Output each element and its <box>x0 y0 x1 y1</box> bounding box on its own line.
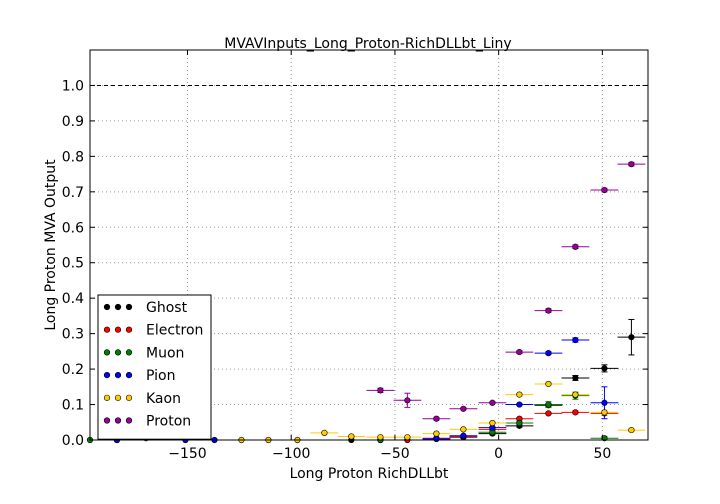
data-point <box>348 433 355 440</box>
x-tick-label: 50 <box>593 446 611 462</box>
legend-marker <box>125 417 133 424</box>
data-point <box>572 336 579 344</box>
legend-entry-kaon: Kaon <box>103 391 181 407</box>
x-tick-label: −150 <box>168 446 206 462</box>
legend-marker <box>125 372 133 379</box>
data-point <box>572 243 579 250</box>
legend-marker <box>114 303 122 311</box>
legend-marker <box>103 303 111 311</box>
legend-entry-pion: Pion <box>103 368 175 384</box>
data-point <box>377 434 384 441</box>
data-point <box>460 426 467 433</box>
data-point <box>628 161 635 168</box>
data-point <box>545 350 552 357</box>
data-point <box>572 409 579 416</box>
data-point <box>460 432 467 439</box>
data-point <box>516 391 523 398</box>
y-tick-label: 0.7 <box>62 185 84 201</box>
legend-label: Ghost <box>146 300 188 316</box>
data-point <box>433 430 440 437</box>
y-tick-label: 0.1 <box>62 398 84 414</box>
x-tick-label: 0 <box>494 446 503 462</box>
data-point <box>572 374 579 382</box>
data-point <box>545 380 552 388</box>
y-tick-label: 0.4 <box>62 291 84 307</box>
data-point <box>516 401 523 408</box>
legend: Ghost Electron Muon Pion Kaon Proton <box>97 294 212 440</box>
data-point <box>377 387 384 394</box>
legend-label: Proton <box>146 414 191 430</box>
plot-frame <box>89 49 649 441</box>
legend-box <box>97 294 212 440</box>
legend-marker <box>103 417 111 424</box>
y-tick-label: 1.0 <box>62 78 84 94</box>
data-point <box>572 391 579 398</box>
data-point <box>460 405 467 412</box>
axis-ticks: −150 −100 −50 0 50 0.0 0.1 0.2 0.3 0.4 0.5 0.6 0.7 0.… <box>62 50 648 462</box>
legend-entry-electron: Electron <box>103 323 203 339</box>
legend-marker <box>114 326 122 333</box>
data-point <box>433 415 440 422</box>
legend-marker <box>114 394 122 401</box>
chart-title: MVAVInputs_Long_Proton-RichDLLbt_Liny <box>224 36 511 52</box>
y-tick-label: 0.3 <box>62 327 84 343</box>
data-point <box>628 426 635 434</box>
data-point <box>601 186 608 194</box>
legend-entry-ghost: Ghost <box>103 300 188 316</box>
data-point <box>489 419 496 427</box>
x-tick-label: −100 <box>272 446 310 462</box>
data-point <box>628 334 635 341</box>
legend-label: Muon <box>146 345 184 361</box>
data-point <box>516 348 523 356</box>
legend-entry-proton: Proton <box>103 414 191 430</box>
data-point <box>601 399 608 406</box>
data-point <box>433 435 440 443</box>
x-tick-label: −50 <box>380 446 410 462</box>
legend-label: Pion <box>146 368 175 384</box>
data-point <box>404 434 411 441</box>
series-proton <box>366 161 646 422</box>
data-point <box>321 429 328 437</box>
legend-marker <box>125 349 133 356</box>
legend-marker <box>114 349 122 356</box>
legend-marker <box>103 372 111 379</box>
y-tick-label: 0.9 <box>62 114 84 130</box>
y-tick-label: 0.8 <box>62 149 84 165</box>
data-point <box>545 410 552 417</box>
data-point <box>404 397 411 404</box>
legend-marker <box>125 326 133 333</box>
legend-marker <box>103 326 111 333</box>
data-point <box>545 307 552 314</box>
data-point <box>601 409 608 416</box>
legend-entry-muon: Muon <box>103 345 184 361</box>
legend-marker <box>114 372 122 379</box>
y-tick-label: 0.2 <box>62 362 84 378</box>
y-tick-label: 0.6 <box>62 220 84 236</box>
legend-marker <box>103 349 111 356</box>
legend-marker <box>125 303 133 311</box>
legend-label: Kaon <box>146 391 181 407</box>
y-tick-label: 0.5 <box>62 256 84 272</box>
legend-marker <box>114 417 122 424</box>
data-point <box>545 401 552 408</box>
legend-label: Electron <box>146 323 203 339</box>
y-tick-label: 0.0 <box>62 433 84 449</box>
y-axis-label: Long Proton MVA Output <box>43 159 59 331</box>
legend-marker <box>125 394 133 401</box>
data-point <box>489 399 496 406</box>
data-point <box>516 419 523 427</box>
legend-marker <box>103 394 111 401</box>
x-axis-label: Long Proton RichDLLbt <box>290 466 449 482</box>
data-point <box>601 365 608 372</box>
